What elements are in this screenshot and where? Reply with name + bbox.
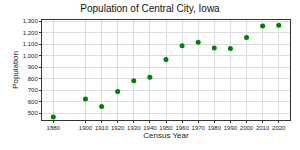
svg-text:1,000: 1,000	[23, 53, 39, 59]
svg-text:1970: 1970	[192, 125, 206, 131]
svg-text:800: 800	[28, 76, 39, 82]
svg-text:Population of Central City, Io: Population of Central City, Iowa	[80, 3, 220, 14]
svg-text:2020: 2020	[272, 125, 286, 131]
svg-text:1,300: 1,300	[23, 18, 39, 24]
svg-text:1880: 1880	[47, 125, 61, 131]
svg-text:1910: 1910	[95, 125, 109, 131]
svg-text:1900: 1900	[79, 125, 93, 131]
svg-text:500: 500	[28, 110, 39, 116]
svg-text:1940: 1940	[143, 125, 157, 131]
svg-text:600: 600	[28, 99, 39, 105]
svg-text:Population: Population	[11, 51, 20, 89]
svg-text:700: 700	[28, 87, 39, 93]
svg-text:1980: 1980	[208, 125, 222, 131]
svg-text:1950: 1950	[159, 125, 173, 131]
svg-text:1930: 1930	[127, 125, 141, 131]
svg-text:2000: 2000	[240, 125, 254, 131]
svg-text:1,200: 1,200	[23, 30, 39, 36]
svg-text:1960: 1960	[175, 125, 189, 131]
svg-text:Census Year: Census Year	[143, 131, 189, 140]
svg-text:1920: 1920	[111, 125, 125, 131]
svg-text:900: 900	[28, 64, 39, 70]
svg-text:2010: 2010	[256, 125, 270, 131]
svg-text:1990: 1990	[224, 125, 238, 131]
svg-text:1,100: 1,100	[23, 41, 39, 47]
